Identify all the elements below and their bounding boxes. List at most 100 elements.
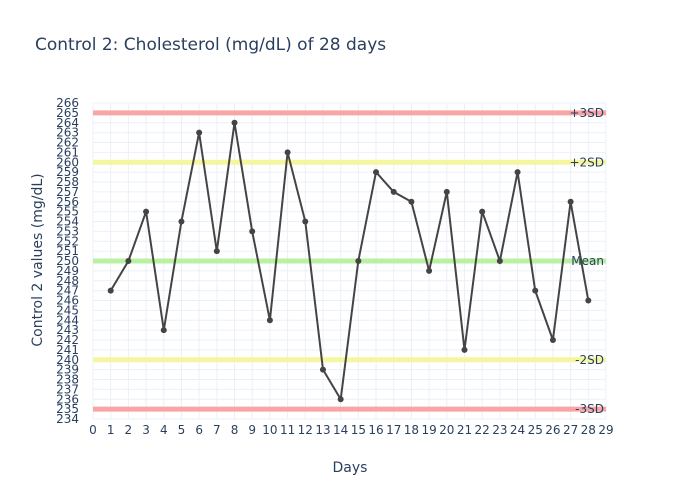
x-tick-label: 23: [492, 423, 507, 437]
x-tick-label: 17: [386, 423, 401, 437]
y-tick-label: 252: [56, 234, 79, 248]
data-point: [479, 208, 486, 215]
x-tick-label: 26: [545, 423, 560, 437]
data-point: [426, 267, 433, 274]
reference-line-label: Mean: [571, 254, 604, 268]
y-tick-label: 236: [56, 392, 79, 406]
y-tick-label: 254: [56, 215, 79, 229]
y-tick-label: 255: [56, 205, 79, 219]
x-tick-label: 28: [581, 423, 596, 437]
data-point: [213, 248, 220, 255]
y-tick-label: 239: [56, 363, 79, 377]
y-tick-label: 263: [56, 126, 79, 140]
series-layer: [107, 119, 592, 403]
x-tick-label: 8: [231, 423, 239, 437]
x-tick-label: 29: [598, 423, 613, 437]
y-tick-label: 265: [56, 106, 79, 120]
y-tick-label: 250: [56, 254, 79, 268]
x-tick-label: 15: [351, 423, 366, 437]
x-tick-label: 9: [248, 423, 256, 437]
y-axis-ticks: 2342352362372382392402412422432442452462…: [56, 96, 79, 426]
chart-title: Control 2: Cholesterol (mg/dL) of 28 day…: [35, 35, 386, 55]
y-tick-label: 240: [56, 353, 79, 367]
y-tick-label: 264: [56, 116, 79, 130]
x-tick-label: 5: [178, 423, 186, 437]
series-line: [109, 122, 590, 403]
x-tick-label: 16: [368, 423, 383, 437]
data-point: [532, 287, 539, 294]
data-point: [125, 258, 132, 264]
x-tick-label: 7: [213, 423, 221, 437]
y-tick-label: 261: [56, 145, 79, 159]
y-tick-label: 246: [56, 294, 79, 308]
data-point: [355, 258, 362, 264]
x-tick-label: 20: [439, 423, 454, 437]
reference-line-label: -2SD: [575, 353, 604, 367]
x-tick-label: 21: [457, 423, 472, 437]
data-point: [107, 287, 114, 294]
y-tick-label: 248: [56, 274, 79, 288]
y-tick-label: 241: [56, 343, 79, 357]
x-tick-label: 4: [160, 423, 168, 437]
y-tick-label: 251: [56, 244, 79, 258]
data-point: [585, 297, 592, 304]
data-point: [178, 218, 185, 225]
data-point: [231, 119, 238, 126]
data-point: [443, 188, 450, 195]
x-tick-label: 12: [298, 423, 313, 437]
y-tick-label: 242: [56, 333, 79, 347]
x-tick-label: 14: [333, 423, 348, 437]
data-point: [549, 337, 556, 343]
y-tick-label: 257: [56, 185, 79, 199]
data-point: [337, 396, 344, 403]
data-point: [390, 188, 397, 195]
y-tick-label: 262: [56, 136, 79, 150]
y-tick-label: 235: [56, 402, 79, 416]
x-tick-label: 0: [89, 423, 97, 437]
x-axis-ticks: 0 1 2 3 4 5 6 7 8 9 10 11 12 13 14 15 16 17 18 19 20 21 22 23 24…: [89, 423, 613, 437]
data-point: [319, 366, 326, 373]
y-tick-label: 245: [56, 303, 79, 317]
data-point: [160, 327, 167, 334]
data-point: [249, 228, 256, 235]
y-tick-label: 247: [56, 284, 79, 298]
x-tick-label: 25: [528, 423, 543, 437]
reference-line-label: +2SD: [569, 155, 604, 169]
y-tick-label: 243: [56, 323, 79, 337]
y-tick-label: 256: [56, 195, 79, 209]
y-tick-label: 249: [56, 264, 79, 278]
reference-lines: +3SD +2SD Mean -2SD -3SD: [93, 106, 606, 416]
data-point: [373, 169, 380, 176]
y-tick-label: 234: [56, 412, 79, 426]
x-tick-label: 1: [107, 423, 115, 437]
x-axis-title: Days: [333, 460, 368, 476]
x-tick-label: 10: [262, 423, 277, 437]
y-tick-label: 266: [56, 96, 79, 110]
data-point: [461, 346, 468, 353]
x-tick-label: 22: [475, 423, 490, 437]
data-point: [408, 198, 415, 205]
y-tick-label: 237: [56, 382, 79, 396]
x-tick-label: 13: [315, 423, 330, 437]
x-tick-label: 2: [125, 423, 133, 437]
y-tick-label: 238: [56, 373, 79, 387]
y-tick-label: 244: [56, 313, 79, 327]
data-point: [143, 208, 150, 215]
y-tick-label: 259: [56, 165, 79, 179]
y-axis-title: Control 2 values (mg/dL): [30, 173, 46, 346]
data-point: [567, 198, 574, 205]
y-tick-label: 258: [56, 175, 79, 189]
x-tick-label: 3: [142, 423, 150, 437]
data-point: [284, 149, 291, 156]
data-point: [266, 317, 273, 324]
x-tick-label: 27: [563, 423, 578, 437]
reference-line-label: +3SD: [569, 106, 604, 120]
y-tick-label: 253: [56, 224, 79, 238]
reference-line-label: -3SD: [575, 402, 604, 416]
data-point: [302, 218, 309, 225]
x-tick-label: 19: [421, 423, 436, 437]
x-tick-label: 18: [404, 423, 419, 437]
data-point: [496, 258, 503, 264]
x-tick-label: 11: [280, 423, 295, 437]
